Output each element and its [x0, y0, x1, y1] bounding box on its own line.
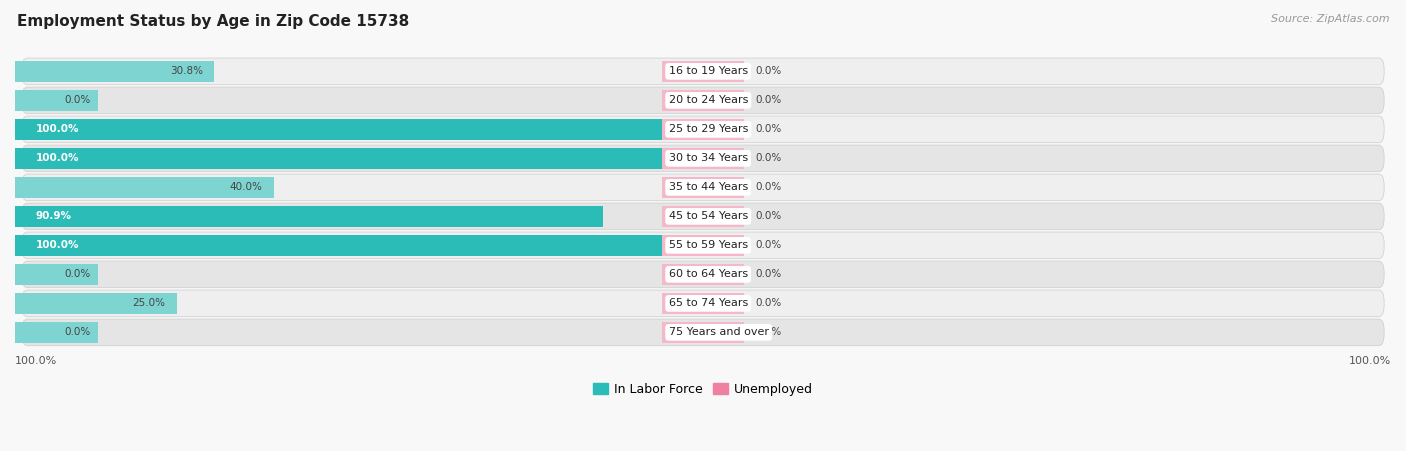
Text: 100.0%: 100.0% [1348, 356, 1391, 366]
Text: 25.0%: 25.0% [132, 299, 166, 308]
Text: 0.0%: 0.0% [755, 269, 782, 279]
FancyBboxPatch shape [22, 174, 1384, 201]
Text: 65 to 74 Years: 65 to 74 Years [669, 299, 748, 308]
FancyBboxPatch shape [22, 58, 1384, 85]
Bar [15, 293, 177, 314]
Bar [15, 90, 97, 111]
Text: 100.0%: 100.0% [15, 356, 58, 366]
Bar [662, 119, 744, 140]
Bar [662, 235, 744, 256]
Text: 100.0%: 100.0% [35, 153, 79, 163]
Bar [15, 119, 662, 140]
Text: 30 to 34 Years: 30 to 34 Years [669, 153, 748, 163]
FancyBboxPatch shape [22, 232, 1384, 259]
Bar [662, 177, 744, 198]
Text: 25 to 29 Years: 25 to 29 Years [669, 124, 748, 134]
FancyBboxPatch shape [22, 290, 1384, 317]
Bar [15, 322, 97, 343]
FancyBboxPatch shape [22, 203, 1384, 230]
Legend: In Labor Force, Unemployed: In Labor Force, Unemployed [588, 378, 818, 401]
Text: 0.0%: 0.0% [755, 240, 782, 250]
Text: 90.9%: 90.9% [35, 212, 72, 221]
Bar [15, 177, 274, 198]
Text: 30.8%: 30.8% [170, 66, 204, 76]
Text: 0.0%: 0.0% [65, 95, 90, 106]
Text: 100.0%: 100.0% [35, 240, 79, 250]
Text: 35 to 44 Years: 35 to 44 Years [669, 182, 748, 193]
Bar [15, 61, 214, 82]
Text: 0.0%: 0.0% [65, 327, 90, 337]
Text: 0.0%: 0.0% [755, 124, 782, 134]
Text: 75 Years and over: 75 Years and over [669, 327, 769, 337]
FancyBboxPatch shape [22, 87, 1384, 114]
Bar [662, 148, 744, 169]
Bar [15, 148, 662, 169]
Bar [662, 206, 744, 227]
Text: 0.0%: 0.0% [755, 95, 782, 106]
Text: 0.0%: 0.0% [755, 299, 782, 308]
Bar [662, 322, 744, 343]
Text: 0.0%: 0.0% [755, 182, 782, 193]
FancyBboxPatch shape [22, 261, 1384, 288]
FancyBboxPatch shape [22, 319, 1384, 346]
Bar [15, 235, 662, 256]
FancyBboxPatch shape [22, 145, 1384, 172]
Bar [662, 90, 744, 111]
Text: 16 to 19 Years: 16 to 19 Years [669, 66, 748, 76]
Text: Source: ZipAtlas.com: Source: ZipAtlas.com [1271, 14, 1389, 23]
Text: 40.0%: 40.0% [229, 182, 263, 193]
Text: 0.0%: 0.0% [755, 212, 782, 221]
Bar [15, 264, 97, 285]
Text: 100.0%: 100.0% [35, 124, 79, 134]
Text: 20 to 24 Years: 20 to 24 Years [669, 95, 748, 106]
FancyBboxPatch shape [22, 116, 1384, 143]
Bar [662, 293, 744, 314]
Text: 60 to 64 Years: 60 to 64 Years [669, 269, 748, 279]
Text: Employment Status by Age in Zip Code 15738: Employment Status by Age in Zip Code 157… [17, 14, 409, 28]
Bar [662, 61, 744, 82]
Text: 0.0%: 0.0% [65, 269, 90, 279]
Text: 45 to 54 Years: 45 to 54 Years [669, 212, 748, 221]
Bar [662, 264, 744, 285]
Text: 0.0%: 0.0% [755, 327, 782, 337]
Text: 55 to 59 Years: 55 to 59 Years [669, 240, 748, 250]
Text: 0.0%: 0.0% [755, 66, 782, 76]
Text: 0.0%: 0.0% [755, 153, 782, 163]
Bar [15, 206, 603, 227]
